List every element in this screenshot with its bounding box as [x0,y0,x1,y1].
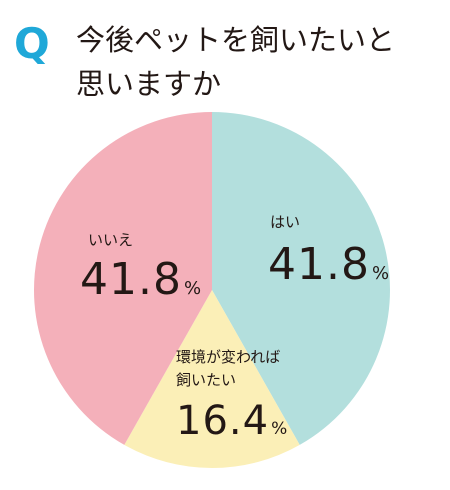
slice-label-depends-line-1: 環境が変われば [176,348,280,366]
slice-value-depends: 16.4% [176,398,287,444]
pie-slice-no [34,112,212,445]
slice-label-yes: はい [270,213,300,231]
slice-label-depends-line-2: 飼いたい [176,371,236,389]
slice-value-yes: 41.8% [268,239,389,290]
slice-value-no-number: 41.8 [80,254,182,305]
pie-slice-depends [124,290,300,468]
slice-value-no-unit: % [184,278,201,299]
pie-slice-yes [212,112,390,445]
slice-value-depends-number: 16.4 [176,398,269,444]
slice-value-no: 41.8% [80,254,201,305]
slice-label-no: いいえ [88,231,133,249]
slice-value-yes-unit: % [372,263,389,284]
slice-value-yes-number: 41.8 [268,239,370,290]
q-mark: Q [14,19,50,68]
slice-value-depends-unit: % [271,419,287,439]
page-title-line-1: 今後ペットを飼いたいと [76,23,395,57]
page-title-line-2: 思いますか [76,67,221,101]
